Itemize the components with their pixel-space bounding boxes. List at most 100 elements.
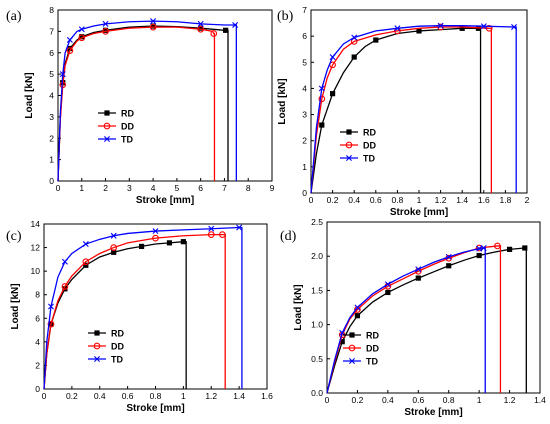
data-point: [207, 231, 215, 238]
data-point: [78, 26, 85, 33]
y-tick-label: 1.0: [311, 320, 323, 330]
series-td: [310, 22, 518, 194]
y-tick-label: 6: [49, 48, 54, 58]
legend: RD DD TD: [88, 329, 124, 365]
data-point: [152, 228, 159, 235]
y-tick-label: 2.5: [311, 217, 323, 227]
legend-label: TD: [121, 135, 133, 145]
x-tick-label: 1: [417, 195, 422, 205]
chart-panel-2: (b) 0 0.2 0.4 0.6 0.8 1 1.2 1.4 1.6 1.8 2 0 1 2 3 4 5 6 7 St…: [277, 5, 530, 218]
legend-label: TD: [363, 154, 375, 164]
x-tick-label: 1.2: [504, 395, 516, 405]
data-point: [318, 95, 326, 103]
data-point: [166, 240, 173, 246]
legend-label: DD: [363, 141, 376, 151]
y-tick-label: 2.0: [311, 251, 323, 261]
data-point: [494, 242, 501, 250]
data-point: [373, 37, 379, 43]
y-axis-label: Load [kN]: [10, 283, 21, 329]
data-point: [339, 339, 345, 345]
x-tick-label: 1.4: [233, 391, 245, 401]
data-point: [150, 23, 156, 29]
legend-label: RD: [363, 128, 376, 138]
data-point: [61, 258, 68, 265]
data-point: [236, 224, 243, 231]
data-point: [138, 243, 145, 249]
legend: RD DD TD: [343, 331, 379, 367]
x-tick-label: 0.8: [391, 195, 403, 205]
data-point: [511, 24, 518, 30]
x-tick-label: 0: [309, 195, 314, 205]
series-td: [43, 224, 243, 390]
x-tick-label: 1: [181, 391, 186, 401]
data-point: [354, 304, 361, 311]
data-point: [506, 246, 513, 252]
series-td: [57, 18, 239, 182]
y-tick-label: 14: [31, 219, 41, 229]
x-tick-label: 0.4: [94, 391, 106, 401]
x-tick-label: 0.6: [370, 195, 382, 205]
y-tick-label: 2: [35, 360, 40, 370]
series-line: [326, 247, 527, 394]
x-tick-label: 1.6: [261, 391, 273, 401]
series-rd: [57, 23, 229, 182]
data-point: [198, 25, 204, 31]
data-point: [110, 232, 117, 239]
data-point: [350, 38, 358, 45]
series-line: [57, 20, 237, 182]
data-point: [446, 263, 452, 269]
y-axis-label: Load [kN]: [293, 284, 304, 330]
y-tick-label: 5: [302, 57, 307, 67]
x-tick-label: 4: [151, 183, 156, 193]
data-point: [78, 34, 86, 42]
data-point: [197, 20, 204, 27]
y-tick-label: 8: [35, 290, 40, 300]
series-line: [43, 241, 187, 390]
y-tick-label: 2: [49, 133, 54, 143]
x-tick-label: 9: [270, 183, 275, 193]
legend-label: RD: [366, 331, 379, 341]
panel-label: (c): [6, 229, 22, 244]
data-point: [445, 253, 452, 260]
series-dd: [57, 23, 218, 182]
y-axis-label: Load [kN]: [277, 78, 288, 124]
data-point: [110, 244, 118, 251]
x-tick-label: 7: [222, 183, 227, 193]
data-point: [522, 245, 528, 251]
x-tick-label: 1.2: [205, 391, 217, 401]
data-point: [47, 320, 55, 328]
series-line: [310, 27, 482, 194]
data-point: [319, 122, 325, 128]
x-tick-label: 1.4: [456, 195, 468, 205]
data-point: [385, 289, 391, 296]
y-tick-label: 4: [49, 91, 54, 101]
x-tick-label: 3: [127, 183, 132, 193]
data-point: [111, 249, 117, 255]
legend-label: DD: [111, 342, 124, 352]
data-point: [210, 30, 218, 37]
legend-marker: [346, 155, 352, 161]
series-td: [326, 245, 487, 394]
data-point: [102, 27, 109, 33]
panel-label: (b): [277, 9, 294, 24]
x-tick-label: 0: [325, 395, 330, 405]
data-point: [318, 85, 325, 92]
data-point: [480, 23, 487, 30]
y-tick-label: 1.5: [311, 285, 323, 295]
data-point: [415, 275, 421, 281]
data-point: [47, 303, 54, 310]
plot-frame: [326, 221, 541, 394]
data-point: [82, 258, 90, 266]
data-point: [480, 245, 487, 251]
legend: RD DD TD: [340, 128, 376, 164]
data-point: [197, 25, 205, 33]
legend-marker: [345, 141, 353, 149]
data-point: [149, 23, 157, 31]
data-point: [476, 245, 483, 252]
data-point: [61, 283, 69, 290]
x-tick-label: 0.8: [150, 391, 162, 401]
chart-panel-4: (d) 0 0.2 0.4 0.6 0.8 1 1.2 1.4 0.0 0.5 1.0 1.5 2.0 2.…: [280, 217, 546, 418]
x-tick-label: 0.2: [66, 391, 78, 401]
x-tick-label: 1.4: [534, 395, 546, 405]
